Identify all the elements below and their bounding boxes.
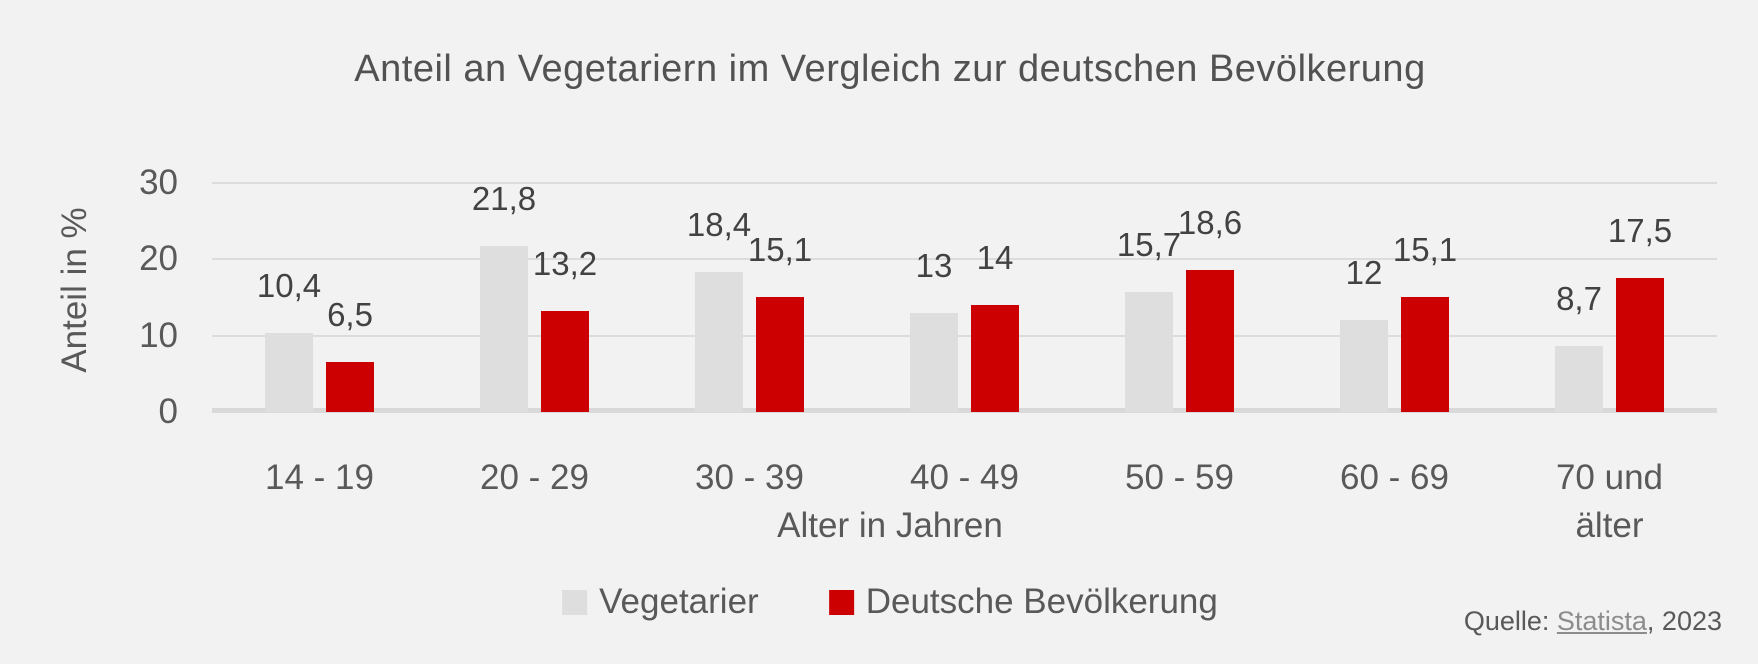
x-axis-title: Alter in Jahren (777, 506, 1003, 545)
source-prefix: Quelle: (1463, 606, 1557, 636)
legend-item-deutsche-bevoelkerung: Deutsche Bevölkerung (828, 582, 1218, 622)
bar-deutsche-bevoelkerung (541, 311, 589, 412)
gridline-10 (212, 334, 1717, 337)
source-link-statista[interactable]: Statista (1556, 606, 1647, 636)
value-label-deutsche-bevoelkerung: 14 (976, 239, 1014, 277)
value-label-deutsche-bevoelkerung: 15,1 (1392, 230, 1458, 268)
y-tick-label-10: 10 (139, 315, 178, 355)
legend-label-vegetarier: Vegetarier (599, 582, 759, 621)
legend-swatch-deutsche-bevoelkerung-icon (828, 589, 854, 615)
gridline-20 (212, 258, 1717, 261)
bar-deutsche-bevoelkerung (1616, 278, 1664, 412)
value-label-vegetarier: 15,7 (1116, 226, 1182, 264)
gridline-30 (212, 182, 1717, 184)
bar-deutsche-bevoelkerung (756, 296, 804, 412)
x-axis-line (212, 408, 1717, 413)
legend-item-vegetarier: Vegetarier (562, 582, 759, 622)
bar-vegetarier (1555, 345, 1603, 412)
y-tick-label-30: 30 (139, 163, 178, 202)
bar-deutsche-bevoelkerung (1186, 270, 1234, 412)
value-label-vegetarier: 18,4 (686, 205, 752, 243)
value-label-deutsche-bevoelkerung: 17,5 (1607, 212, 1673, 250)
legend-swatch-vegetarier-icon (562, 589, 588, 615)
bar-vegetarier (695, 271, 743, 412)
bar-vegetarier (480, 245, 528, 412)
legend: Vegetarier Deutsche Bevölkerung (562, 582, 1218, 622)
y-tick-label-0: 0 (158, 392, 178, 431)
bar-deutsche-bevoelkerung (1401, 296, 1449, 412)
value-label-deutsche-bevoelkerung: 13,2 (532, 245, 598, 283)
value-label-vegetarier: 13 (915, 246, 953, 284)
x-tick-label: 20 - 29 (480, 458, 589, 497)
value-label-vegetarier: 10,4 (256, 266, 322, 304)
value-label-vegetarier: 8,7 (1556, 279, 1602, 317)
bar-vegetarier (910, 312, 958, 412)
value-label-vegetarier: 21,8 (471, 179, 537, 217)
bar-deutsche-bevoelkerung (971, 305, 1019, 412)
source-suffix: , 2023 (1646, 606, 1722, 636)
x-tick-label: 60 - 69 (1340, 458, 1449, 497)
x-tick-label: 30 - 39 (695, 458, 804, 497)
bar-vegetarier (265, 332, 313, 412)
y-tick-label-20: 20 (139, 239, 178, 279)
value-label-deutsche-bevoelkerung: 18,6 (1177, 204, 1243, 242)
value-label-deutsche-bevoelkerung: 6,5 (327, 296, 373, 334)
legend-label-deutsche-bevoelkerung: Deutsche Bevölkerung (865, 582, 1218, 621)
x-tick-label: 50 - 59 (1125, 458, 1234, 497)
bar-vegetarier (1125, 292, 1173, 412)
bar-deutsche-bevoelkerung (326, 362, 374, 412)
value-label-deutsche-bevoelkerung: 15,1 (747, 230, 813, 268)
chart-title: Anteil an Vegetariern im Vergleich zur d… (354, 48, 1426, 90)
value-label-vegetarier: 12 (1345, 254, 1383, 292)
source-note: Quelle: Statista, 2023 (1464, 606, 1722, 637)
x-tick-label: 40 - 49 (910, 458, 1019, 497)
x-tick-label: 70 und älter (1555, 458, 1664, 545)
x-tick-label: 14 - 19 (265, 458, 374, 497)
bar-vegetarier (1340, 320, 1388, 412)
